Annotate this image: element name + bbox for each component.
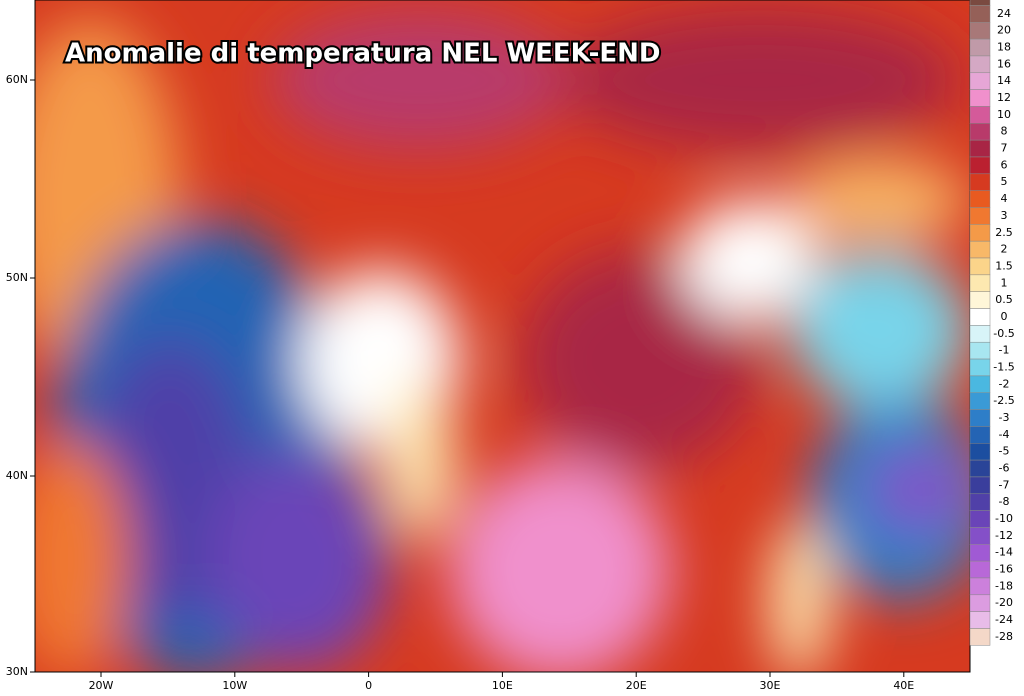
lon-label: 10W (222, 679, 247, 692)
legend-swatch (969, 443, 991, 461)
legend-swatch (969, 224, 991, 242)
legend-swatch (969, 190, 991, 208)
legend-swatch (969, 544, 991, 562)
legend-label: -0.5 (993, 327, 1014, 340)
legend-swatch (969, 291, 991, 309)
legend-label: 7 (1001, 142, 1008, 155)
legend-swatch (969, 577, 991, 596)
lon-label: 0 (365, 679, 372, 692)
legend-swatch (969, 106, 991, 124)
legend-label: -4 (999, 428, 1010, 441)
legend-label: 2 (1001, 243, 1008, 256)
legend-label: 3 (1001, 209, 1008, 222)
map-title: Anomalie di temperatura NEL WEEK-END (65, 39, 660, 69)
legend-label: -2.5 (993, 394, 1014, 407)
legend-label: 2.5 (995, 226, 1013, 239)
legend-label: -12 (995, 529, 1013, 542)
legend-swatch (969, 459, 991, 478)
legend-swatch (969, 560, 991, 579)
lat-label: 40N (6, 469, 28, 482)
legend-label: 10 (997, 108, 1011, 121)
lon-label: 40E (893, 679, 914, 692)
legend-swatch (969, 493, 991, 511)
legend-label: -7 (999, 478, 1010, 491)
legend-label: 14 (997, 74, 1011, 87)
legend-swatch (969, 274, 991, 292)
legend-swatch (969, 628, 991, 646)
legend-swatch (969, 156, 991, 175)
legend-label: -2 (999, 377, 1010, 390)
legend-label: -10 (995, 512, 1013, 525)
legend-label: -6 (999, 462, 1010, 475)
legend-label: -3 (999, 411, 1010, 424)
legend-swatch (969, 123, 991, 141)
legend-swatch (969, 392, 991, 410)
legend-swatch (969, 139, 991, 158)
legend-label: -20 (995, 596, 1013, 609)
legend-label: 4 (1001, 192, 1008, 205)
legend-swatch (969, 611, 991, 629)
legend-swatch (969, 257, 991, 276)
legend-swatch (969, 594, 991, 612)
legend-swatch (969, 308, 991, 326)
legend-swatch (969, 240, 991, 259)
legend-swatch (969, 22, 991, 40)
legend-swatch (969, 72, 991, 90)
lon-label: 20E (626, 679, 647, 692)
map-field (35, 0, 970, 672)
legend-label: -14 (995, 546, 1013, 559)
legend-label: -18 (995, 579, 1013, 592)
legend-swatch (969, 358, 991, 377)
legend-swatch (969, 207, 991, 225)
lat-label: 50N (6, 271, 28, 284)
legend-label: 18 (997, 41, 1011, 54)
legend-label: 20 (997, 24, 1011, 37)
legend-swatch (969, 173, 991, 191)
legend-label: -24 (995, 613, 1013, 626)
legend-label: -16 (995, 563, 1013, 576)
legend-label: 8 (1001, 125, 1008, 138)
legend-label: 6 (1001, 158, 1008, 171)
legend-swatch (969, 0, 991, 6)
legend-swatch (969, 510, 991, 528)
legend-label: -5 (999, 445, 1010, 458)
legend-label: -28 (995, 630, 1013, 643)
lat-label: 30N (6, 665, 28, 678)
lon-label: 30E (760, 679, 781, 692)
legend-label: 1 (1001, 276, 1008, 289)
legend-swatch (969, 341, 991, 360)
lat-label: 60N (6, 73, 28, 86)
legend-label: -1.5 (993, 360, 1014, 373)
legend-label: 1.5 (995, 259, 1013, 272)
legend-label: 24 (997, 7, 1011, 20)
legend-swatch (969, 409, 991, 427)
legend-swatch (969, 375, 991, 393)
lon-label: 10E (492, 679, 513, 692)
lon-label: 20W (89, 679, 114, 692)
legend-label: -8 (999, 495, 1010, 508)
legend-label: 28 (997, 0, 1011, 3)
legend-swatch (969, 89, 991, 107)
legend-label: 5 (1001, 175, 1008, 188)
legend-label: 0 (1001, 310, 1008, 323)
legend-label: 0.5 (995, 293, 1013, 306)
legend-label: 12 (997, 91, 1011, 104)
legend-swatch (969, 476, 991, 495)
legend-swatch (969, 38, 991, 57)
legend-swatch (969, 55, 991, 74)
legend-label: -1 (999, 344, 1010, 357)
legend-swatch (969, 527, 991, 545)
legend-swatch (969, 426, 991, 444)
legend-label: 16 (997, 57, 1011, 70)
legend-swatch (969, 325, 991, 343)
legend-swatch (969, 5, 991, 23)
